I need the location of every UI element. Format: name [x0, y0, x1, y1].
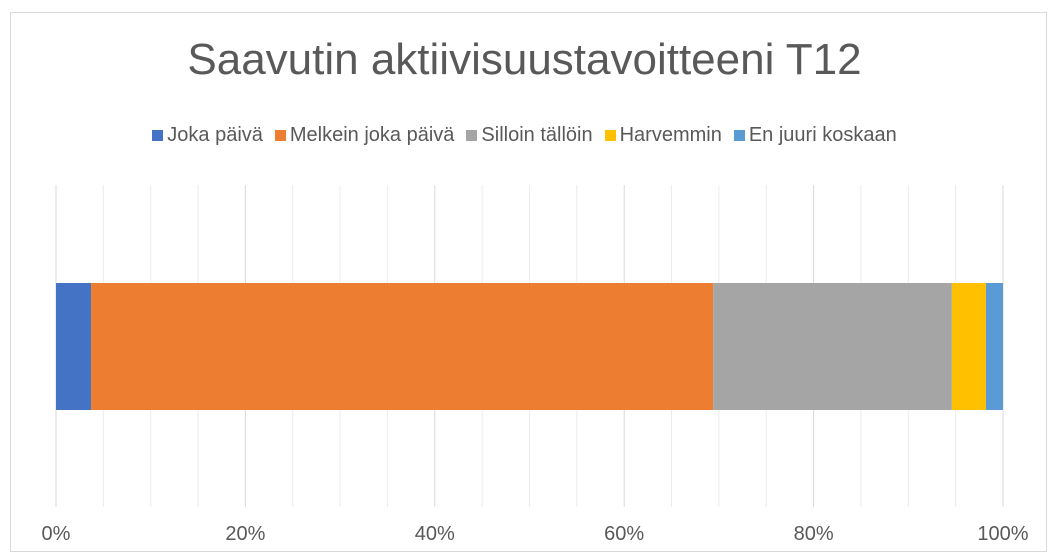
legend-item-harvemmin: Harvemmin [604, 124, 722, 147]
x-tick-label: 0% [42, 523, 71, 545]
chart-legend: Joka päivä Melkein joka päivä Silloin tä… [0, 124, 1049, 147]
x-tick-label: 60% [604, 523, 644, 545]
bar-segment [713, 283, 952, 410]
chart-frame [10, 12, 1047, 552]
x-tick-label: 100% [977, 523, 1028, 545]
legend-label: Silloin tällöin [481, 124, 593, 146]
legend-swatch [274, 130, 286, 141]
bar-segment [56, 283, 92, 410]
legend-item-silloin-tallloin: Silloin tällöin [466, 124, 593, 147]
legend-label: Melkein joka päivä [289, 124, 455, 146]
x-tick-label: 80% [794, 523, 834, 545]
legend-label: Joka päivä [167, 124, 263, 146]
bar-segment [951, 283, 986, 410]
bar-segment [985, 283, 1003, 410]
legend-swatch [152, 130, 164, 141]
x-tick-label: 40% [415, 523, 455, 545]
legend-item-joka-paiva: Joka päivä [152, 124, 263, 147]
chart-title: Saavutin aktiivisuustavoitteeni T12 [187, 35, 862, 84]
legend-item-melkein-joka-paiva: Melkein joka päivä [274, 124, 455, 147]
x-tick-label: 20% [225, 523, 265, 545]
legend-label: Harvemmin [619, 124, 722, 146]
legend-swatch [733, 130, 745, 141]
legend-item-en-juuri-koskaan: En juuri koskaan [733, 124, 897, 147]
bar-segment [91, 283, 714, 410]
legend-swatch [604, 130, 616, 141]
legend-label: En juuri koskaan [748, 124, 897, 146]
legend-swatch [466, 130, 478, 141]
